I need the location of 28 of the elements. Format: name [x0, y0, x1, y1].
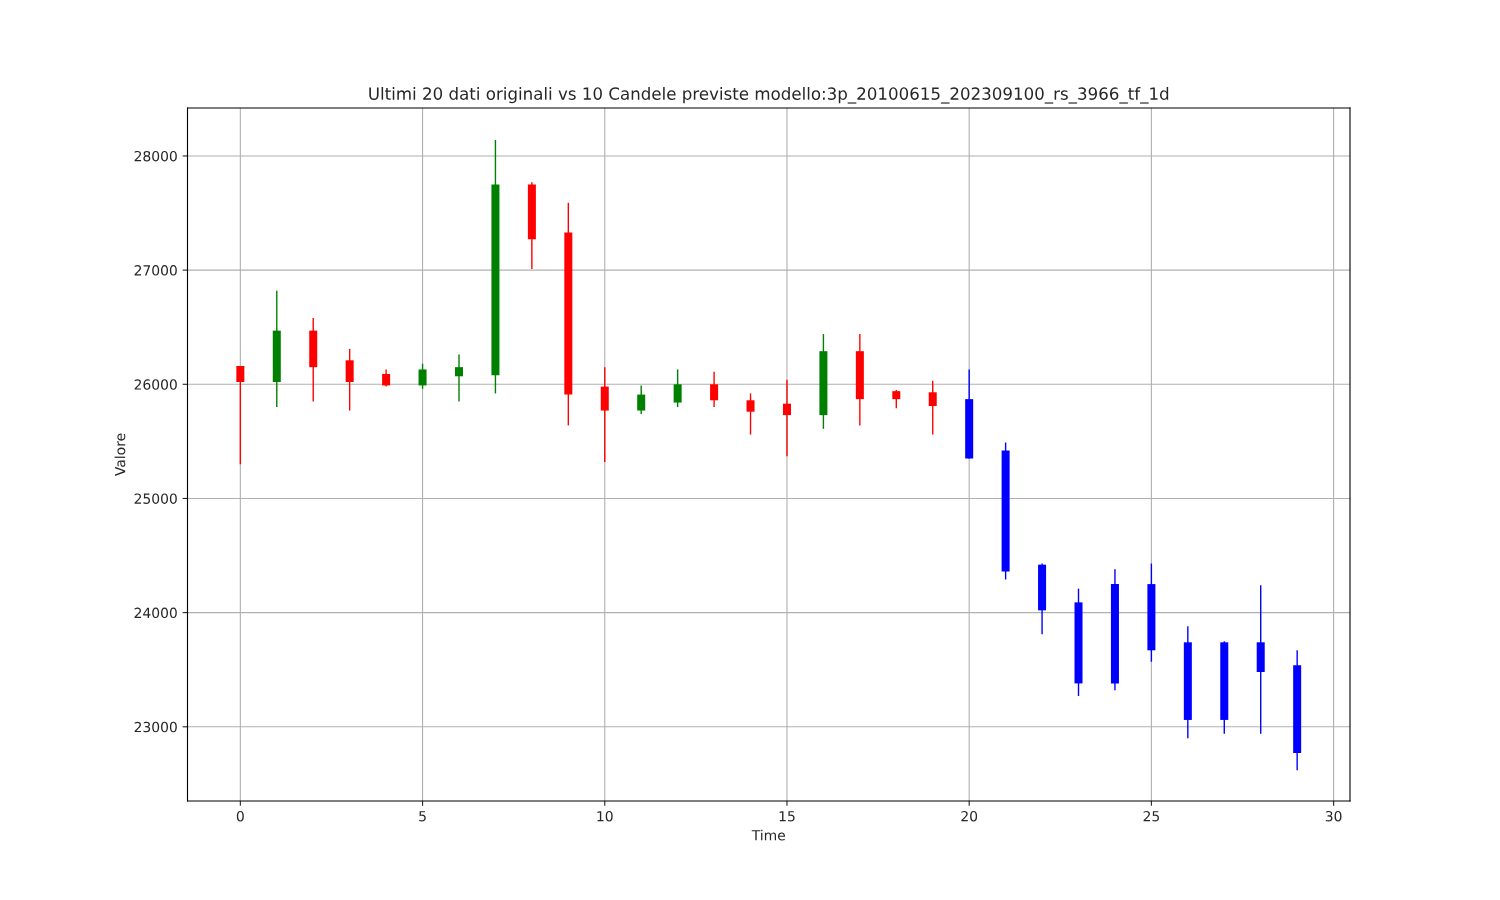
candlestick [710, 371, 719, 408]
y-tick-label: 28000 [134, 150, 177, 162]
y-tick-label: 26000 [134, 379, 177, 390]
candlestick [236, 365, 245, 465]
candlestick [345, 348, 354, 412]
candlestick [673, 368, 682, 408]
x-axis-title: Time [751, 829, 785, 841]
candlestick [782, 379, 791, 457]
x-tick-label: 10 [597, 810, 613, 822]
candlestick [892, 389, 901, 409]
y-tick-label: 24000 [134, 607, 177, 619]
x-tick-label: 5 [419, 811, 426, 822]
candlestick [928, 380, 937, 436]
x-tick-label: 15 [779, 811, 795, 822]
x-tick-label: 30 [1325, 810, 1342, 822]
candlestick [637, 384, 646, 415]
candlestick [418, 363, 427, 390]
candlestick [600, 366, 609, 463]
candlestick [454, 353, 463, 403]
y-tick-label: 23000 [134, 721, 177, 733]
chart-title: Ultimi 20 dati originali vs 10 Candele previste modello:3p_20100615_202309100_rs_3966_tf_1d [369, 87, 1169, 104]
x-tick-label: 25 [1143, 810, 1160, 822]
x-tick-label: 0 [236, 810, 244, 822]
y-tick-label: 25000 [134, 493, 177, 504]
y-tick-label: 27000 [134, 265, 177, 276]
candlestick [746, 392, 755, 436]
x-tick-label: 20 [961, 810, 978, 822]
y-axis-title: Valore [114, 433, 126, 477]
